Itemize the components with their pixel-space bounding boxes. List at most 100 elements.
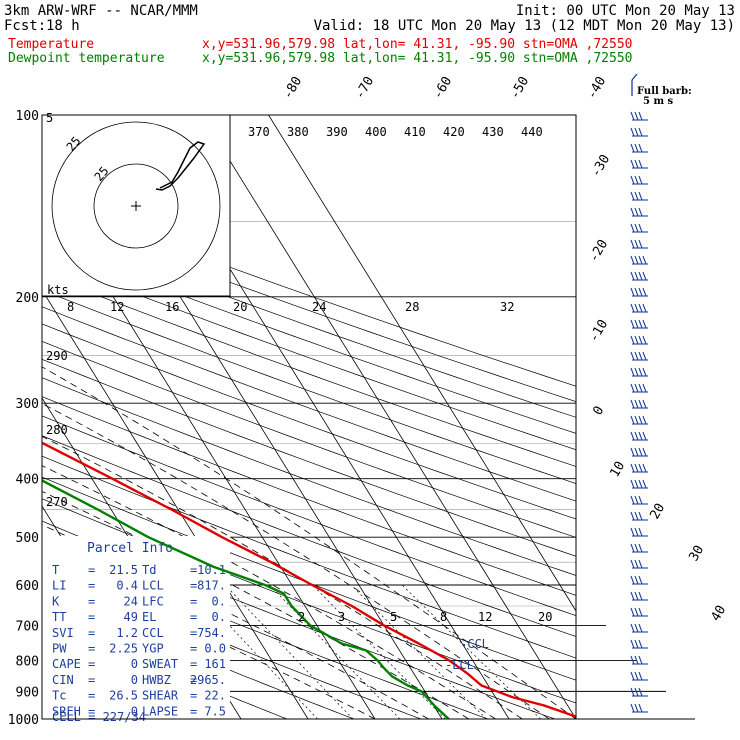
pressure-label-800: 800 — [16, 654, 39, 669]
parcel-value: 0 — [131, 704, 138, 718]
mixing-ratio-line — [350, 584, 487, 719]
hodograph: 25 25 5 kts — [41, 111, 231, 297]
theta-e-label: 430 — [482, 125, 504, 139]
wind-barb — [630, 495, 648, 505]
isotherm-label: -40 — [584, 74, 609, 102]
parcel-label: CAPE — [52, 657, 81, 671]
theta-e-label: 370 — [248, 125, 270, 139]
dry-adiabat — [42, 435, 576, 637]
parcel-equals: = — [88, 626, 95, 640]
grid-line-labels: 370 380 390 400 410 420 430 440 8 12 16 20 24 28 32 2 3 5… — [46, 125, 552, 624]
dry-adiabat — [42, 358, 576, 557]
isotherm-label: -50 — [507, 74, 532, 102]
isotherm-label: -20 — [586, 237, 611, 265]
wind-barb — [630, 111, 648, 121]
legend-dewpoint-location: x,y=531.96,579.98 lat,lon= 41.31, -95.90… — [202, 51, 632, 66]
mixing-ratio-line — [401, 584, 541, 719]
wind-barb — [630, 591, 648, 601]
wind-barb — [630, 271, 648, 281]
wind-barb — [630, 399, 648, 409]
isotherm-label: 40 — [708, 603, 729, 624]
legend-dewpoint: Dewpoint temperature — [8, 51, 165, 66]
parcel-label: SVI — [52, 626, 74, 640]
parcel-equals: = — [190, 563, 197, 577]
parcel-equals: = — [88, 704, 95, 718]
wind-barb — [630, 207, 648, 217]
wind-barb — [630, 575, 648, 585]
wind-barb-column — [630, 111, 648, 713]
theta-e-label: 420 — [443, 125, 465, 139]
parcel-value: 7.5 — [204, 704, 226, 718]
parcel-label: LCL — [142, 579, 164, 593]
wind-barb — [630, 351, 648, 361]
wind-barb — [630, 463, 648, 473]
parcel-label: LFC — [142, 594, 164, 608]
wind-barb — [630, 127, 648, 137]
wind-barb — [630, 623, 648, 633]
wind-barb — [630, 447, 648, 457]
parcel-equals: = — [88, 563, 95, 577]
barb-key-units: 5 m s — [643, 96, 674, 107]
hodograph-trace — [155, 141, 206, 191]
parcel-label: YGP — [142, 642, 164, 656]
wind-barb — [630, 319, 648, 329]
dry-adiabat — [42, 591, 355, 719]
wind-barb — [630, 383, 648, 393]
parcel-label: K — [52, 594, 60, 608]
wind-barb — [630, 223, 648, 233]
pressure-label-700: 700 — [16, 619, 39, 634]
profile-lines — [42, 441, 576, 719]
isotherm-label: -30 — [588, 152, 613, 180]
pressure-label-200: 200 — [16, 291, 39, 306]
wind-barb — [630, 527, 648, 537]
pressure-label-600: 600 — [16, 579, 39, 594]
mixing-ratio-label: 8 — [67, 300, 74, 314]
mixing-ratio-label: 20 — [233, 300, 247, 314]
pressure-label-1000: 1000 — [8, 713, 39, 728]
parcel-value: 0. — [212, 594, 226, 608]
parcel-label: LI — [52, 579, 66, 593]
parcel-value: 161 — [204, 657, 226, 671]
parcel-value: 817. — [197, 579, 226, 593]
theta-label: 270 — [46, 495, 68, 509]
parcel-label: HWBZ — [142, 673, 171, 687]
theta-e-label: 440 — [521, 125, 543, 139]
init-time: Init: 00 UTC Mon 20 May 13 — [516, 3, 735, 19]
parcel-value: 22. — [204, 689, 226, 703]
dry-adiabat — [42, 226, 576, 418]
parcel-equals: = — [88, 657, 95, 671]
model-title: 3km ARW-WRF -- NCAR/MMM — [4, 3, 198, 19]
theta-label: 280 — [46, 423, 68, 437]
pressure-label-300: 300 — [16, 397, 39, 412]
wind-barb — [630, 415, 648, 425]
parcel-equals: = — [190, 610, 197, 624]
parcel-equals: = — [88, 642, 95, 656]
dry-adiabat — [42, 455, 576, 659]
wind-barb — [630, 687, 648, 697]
dry-adiabat — [42, 196, 576, 387]
parcel-equals: = — [88, 610, 95, 624]
dry-adiabat — [42, 257, 576, 451]
dry-adiabat — [42, 323, 576, 520]
pressure-label-500: 500 — [16, 531, 39, 546]
dewpoint-temperature-profile — [42, 479, 450, 719]
wind-barb — [630, 703, 648, 713]
parcel-label: LAPSE — [142, 704, 178, 718]
wind-barb — [630, 543, 648, 553]
parcel-equals: = — [88, 579, 95, 593]
parcel-equals: = — [190, 673, 197, 687]
dry-adiabat — [42, 415, 576, 616]
lcl-annotation: -LCL — [445, 658, 474, 672]
parcel-label: EL — [142, 610, 156, 624]
parcel-cell: CELL = 227/34 — [52, 710, 146, 724]
barb-key: Full barb: 5 m s — [631, 73, 692, 107]
isotherm-label: 10 — [607, 459, 628, 480]
mixing-ratio-label-low: 8 — [440, 610, 447, 624]
dry-adiabat — [42, 396, 576, 596]
dry-adiabat — [42, 289, 576, 484]
temperature-profile — [42, 441, 576, 718]
mixing-ratio-label-low: 12 — [478, 610, 492, 624]
parcel-value: 754. — [197, 626, 226, 640]
parcel-value: 0 — [131, 673, 138, 687]
parcel-label: SREH — [52, 704, 81, 718]
